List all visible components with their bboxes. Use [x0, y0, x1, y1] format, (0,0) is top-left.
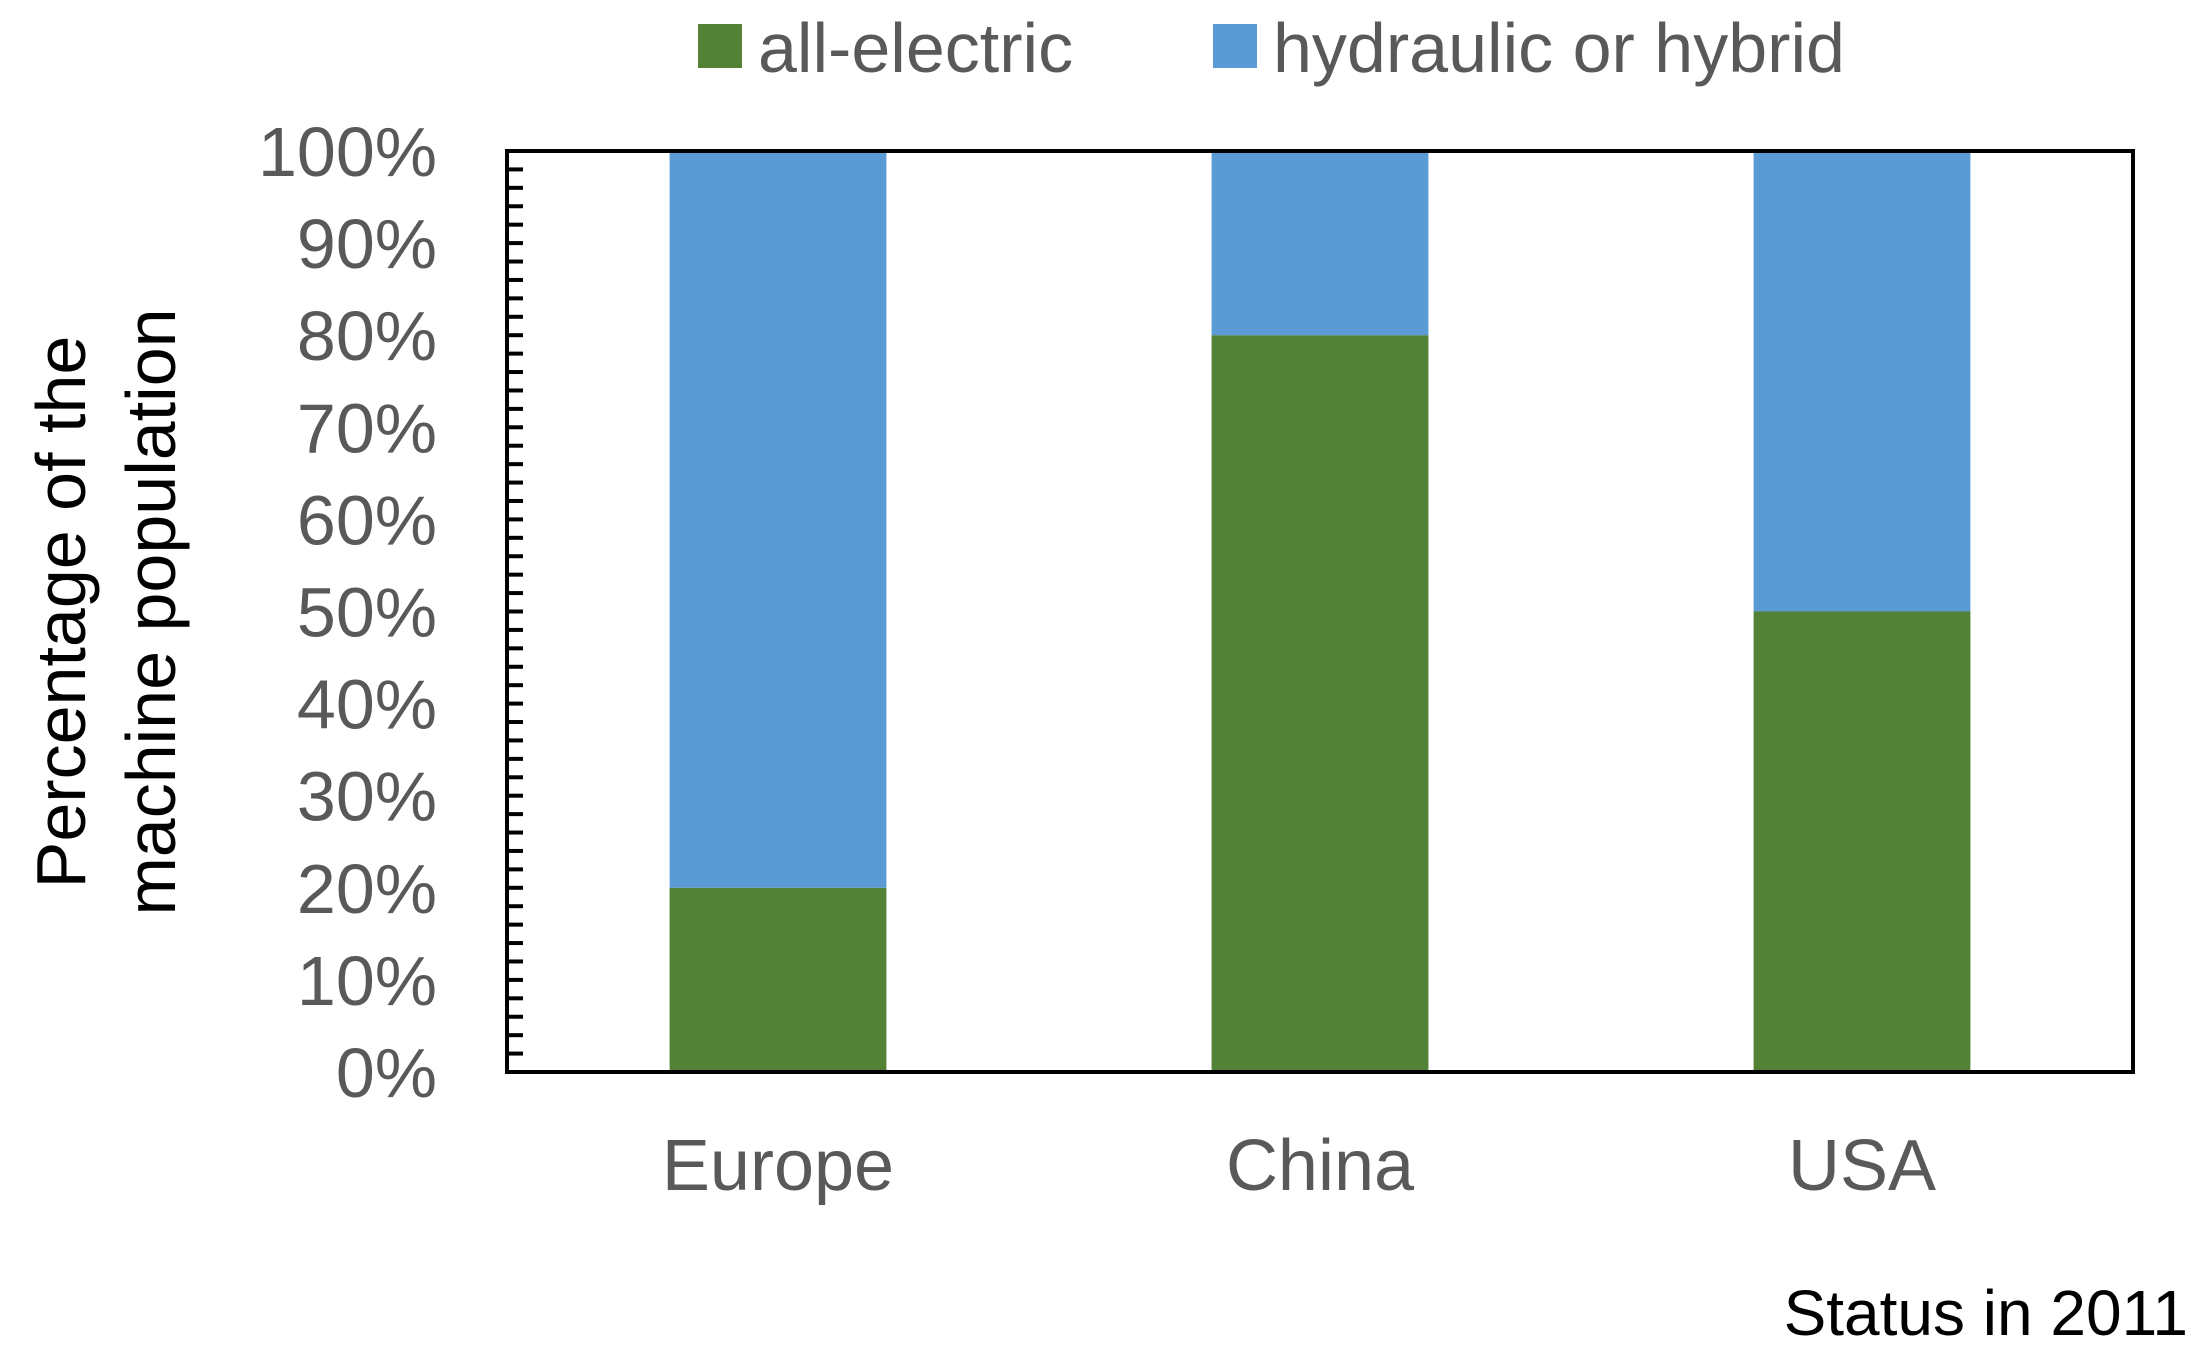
y-axis-label-line-1: Percentage of the [22, 336, 100, 889]
legend-swatch-all-electric [698, 24, 742, 68]
bar-europe-all-electric [669, 887, 887, 1072]
y-tick-label: 70% [297, 389, 437, 467]
y-tick-label: 20% [297, 850, 437, 928]
category-label-china: China [1226, 1126, 1415, 1206]
category-labels: Europe China USA [662, 1126, 1936, 1206]
bar-china-all-electric [1211, 335, 1429, 1072]
legend: all-electric hydraulic or hybrid [698, 9, 1845, 87]
y-axis-label: Percentage of the machine population [22, 308, 190, 915]
y-tick-label: 10% [297, 942, 437, 1020]
y-tick-label: 40% [297, 666, 437, 744]
legend-label-all-electric: all-electric [758, 9, 1073, 87]
y-axis-label-line-2: machine population [112, 308, 190, 915]
category-label-usa: USA [1788, 1126, 1936, 1206]
plot-frame [505, 149, 2135, 1074]
footer-note: Status in 2011 [1784, 1277, 2188, 1349]
bars [669, 151, 1971, 1072]
legend-label-hydraulic-or-hybrid: hydraulic or hybrid [1273, 9, 1845, 87]
y-tick-label: 50% [297, 574, 437, 652]
y-tick-label: 60% [297, 481, 437, 559]
y-minor-ticks [507, 149, 523, 1074]
y-tick-label: 100% [258, 113, 437, 191]
legend-swatch-hydraulic-or-hybrid [1213, 24, 1257, 68]
y-tick-label: 0% [336, 1034, 437, 1112]
bar-china-hydraulic-or-hybrid [1211, 151, 1429, 336]
y-tick-label: 30% [297, 758, 437, 836]
bar-usa-hydraulic-or-hybrid [1753, 151, 1971, 612]
bar-europe-hydraulic-or-hybrid [669, 151, 887, 888]
y-tick-labels: 0% 10% 20% 30% 40% 50% 60% 70% 80% 90% 100% [258, 113, 437, 1112]
y-tick-label: 90% [297, 205, 437, 283]
category-label-europe: Europe [662, 1126, 894, 1206]
y-tick-label: 80% [297, 297, 437, 375]
bar-usa-all-electric [1753, 611, 1971, 1072]
